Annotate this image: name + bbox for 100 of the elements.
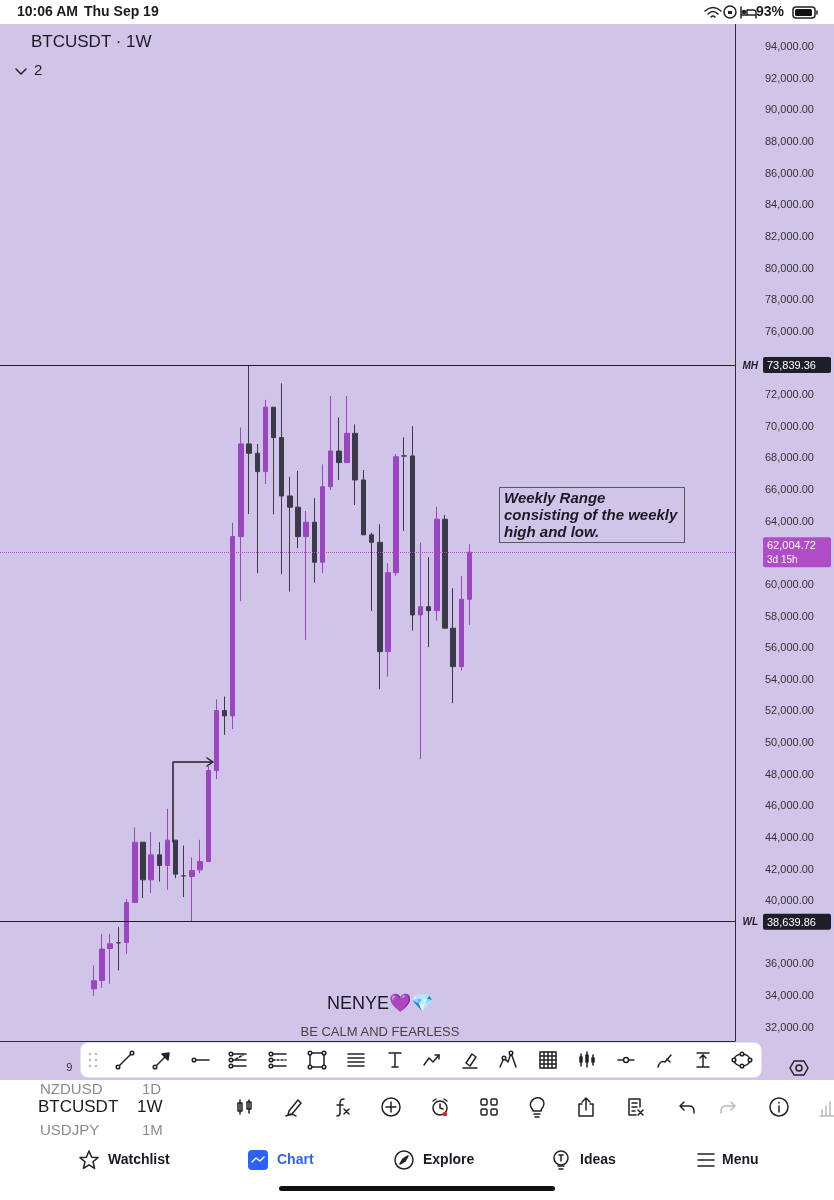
y-tick-label: 58,000.00 xyxy=(765,609,814,622)
y-tick-label: 80,000.00 xyxy=(765,261,814,274)
y-tick-label: 60,000.00 xyxy=(765,577,814,590)
y-tick-label: 56,000.00 xyxy=(765,641,814,654)
text: Explore xyxy=(423,1151,475,1167)
y-tick-label: 92,000.00 xyxy=(765,71,814,84)
ref-line-label: 38,639.86 xyxy=(767,915,816,928)
candlestick xyxy=(312,497,317,584)
text: MH xyxy=(742,359,759,371)
y-tick-label: 94,000.00 xyxy=(765,40,814,53)
y-tick-label: 52,000.00 xyxy=(765,704,814,717)
text: Watchlist xyxy=(108,1151,170,1167)
text: 10:06 AM xyxy=(17,3,78,19)
candlestick xyxy=(271,406,276,515)
candlestick xyxy=(344,395,350,464)
candlestick xyxy=(173,839,178,879)
candlestick xyxy=(157,841,162,883)
candlestick xyxy=(287,476,293,593)
candlestick xyxy=(442,514,448,629)
y-tick-label: 70,000.00 xyxy=(765,419,814,432)
text: Ideas xyxy=(580,1151,616,1167)
text: 3d 15h xyxy=(767,553,798,565)
text: Thu Sep 19 xyxy=(84,3,159,19)
candlestick xyxy=(263,399,268,485)
x-tick-label: 9 xyxy=(66,1060,73,1073)
candlestick xyxy=(450,587,456,704)
text: 1D xyxy=(142,1080,162,1097)
candlestick xyxy=(418,542,423,760)
candlestick xyxy=(393,453,399,577)
y-tick-label: 48,000.00 xyxy=(765,767,814,780)
candlestick xyxy=(459,575,464,672)
y-tick-label: 86,000.00 xyxy=(765,166,814,179)
candlestick xyxy=(165,808,170,891)
candlestick xyxy=(426,556,431,648)
candlestick xyxy=(320,463,325,574)
text: Menu xyxy=(722,1151,759,1167)
y-tick-label: 76,000.00 xyxy=(765,324,814,337)
candlestick xyxy=(467,543,472,626)
candlestick xyxy=(116,926,121,971)
text: 1M xyxy=(142,1121,163,1138)
candlestick xyxy=(246,364,252,515)
text: USDJPY xyxy=(40,1121,100,1138)
annotation: NENYE💜💎 xyxy=(326,992,434,1014)
y-tick-label: 82,000.00 xyxy=(765,229,814,242)
candlestick xyxy=(385,562,391,678)
y-tick-label: 66,000.00 xyxy=(765,483,814,495)
y-tick-label: 68,000.00 xyxy=(765,451,814,464)
candlestick xyxy=(369,532,374,612)
text: Chart xyxy=(277,1151,314,1167)
y-tick-label: 78,000.00 xyxy=(765,293,814,306)
candlestick xyxy=(295,470,301,549)
y-tick-label: 46,000.00 xyxy=(765,799,814,812)
candlestick xyxy=(197,839,203,874)
candlestick xyxy=(303,510,309,641)
candlestick xyxy=(401,436,407,532)
y-tick-label: 40,000.00 xyxy=(765,894,814,907)
annotation: BE CALM AND FEARLESS xyxy=(300,1024,460,1039)
candlestick xyxy=(352,423,358,506)
y-tick-label: 32,000.00 xyxy=(765,1020,814,1033)
candlestick xyxy=(255,443,260,574)
y-tick-label: 54,000.00 xyxy=(765,672,814,685)
candlestick xyxy=(410,425,415,632)
candlestick xyxy=(189,857,195,923)
candlestick xyxy=(336,416,342,481)
y-tick-label: 88,000.00 xyxy=(765,135,814,148)
candlestick xyxy=(214,698,219,780)
candlestick xyxy=(377,523,383,690)
ref-line-label: 62,004.72 xyxy=(767,539,816,552)
candlestick xyxy=(230,522,235,730)
y-tick-label: 44,000.00 xyxy=(765,830,814,843)
y-tick-label: 84,000.00 xyxy=(765,198,814,211)
candlestick xyxy=(107,933,113,985)
text: 1W xyxy=(137,1097,163,1117)
candlestick xyxy=(181,845,186,898)
y-tick-label: 42,000.00 xyxy=(765,862,814,875)
candlestick xyxy=(140,841,146,899)
annotation: Weekly Range consisting of the weekly high and low. xyxy=(499,487,685,543)
y-tick-label: 50,000.00 xyxy=(765,736,814,749)
candlestick xyxy=(238,427,244,602)
text: WL xyxy=(742,916,758,928)
candlestick xyxy=(99,933,105,989)
text: BTCUSDT xyxy=(38,1097,119,1117)
candlestick xyxy=(91,964,97,997)
y-tick-label: 64,000.00 xyxy=(765,514,814,527)
candlestick xyxy=(222,696,227,736)
candlestick xyxy=(124,898,129,955)
candlestick xyxy=(361,469,366,536)
y-tick-label: 34,000.00 xyxy=(765,989,814,1002)
y-tick-label: 90,000.00 xyxy=(765,103,814,116)
candlestick xyxy=(434,506,440,622)
annotation: 2 xyxy=(34,61,43,78)
candlestick xyxy=(279,382,284,575)
candlestick xyxy=(148,831,154,894)
text: BTCUSDT · 1W xyxy=(31,32,152,52)
y-tick-label: 36,000.00 xyxy=(765,957,814,970)
text: NZDUSD xyxy=(40,1080,103,1097)
y-tick-label: 72,000.00 xyxy=(765,388,814,401)
text: 93% xyxy=(756,3,785,19)
candlestick xyxy=(206,766,211,862)
candlestick xyxy=(328,395,333,491)
